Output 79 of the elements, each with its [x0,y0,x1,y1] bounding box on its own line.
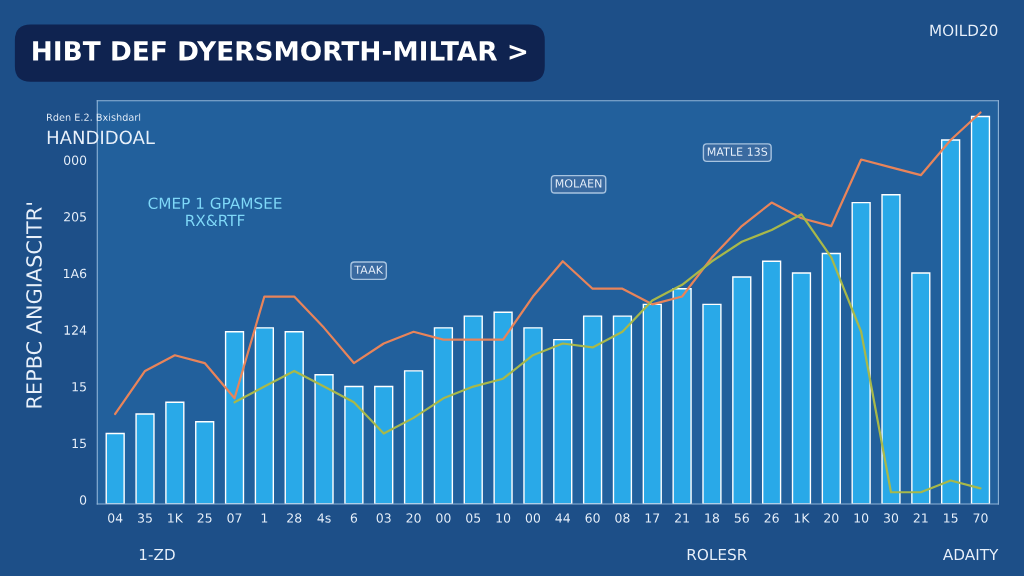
bar [732,276,752,504]
bar [254,327,275,504]
y-axis-title: REPBC ANGIASCITR' [26,203,42,408]
x-tick-label: 20 [406,513,421,523]
bar [941,139,961,504]
x-tick-label: 10 [496,513,511,523]
annotation: CMEP 1 GPAMSEE RX&RTF [148,197,282,227]
text: HANDIDOAL [47,130,155,145]
text: MOILD20 [930,24,998,37]
x-tick-label: 44 [555,513,571,523]
x-tick-label: 20 [824,513,839,523]
text: 15 [72,438,86,449]
x-tick-label: 6 [350,513,358,523]
bar [165,401,185,504]
x-tick-label: 1K [794,513,810,523]
x-tick-label: 07 [227,513,242,523]
text: ROLESR [687,548,747,561]
bar [702,303,722,504]
text: 1-ZD [139,548,175,561]
x-tick-label: 35 [138,513,152,523]
x-tick-label: 17 [645,513,660,523]
bar [195,421,215,504]
bar [672,288,692,504]
x-tick-label: 1 [261,513,268,523]
bar [553,338,573,504]
bar [881,194,901,504]
bar [642,303,662,504]
bar [791,272,812,504]
bar [135,413,155,504]
bar [523,327,543,504]
text: 0 [79,495,87,505]
bar [851,201,871,504]
x-tick-label: 00 [436,513,451,523]
bar [970,115,991,504]
x-tick-label: 04 [108,513,123,523]
x-tick-label: 60 [585,513,600,523]
bar [403,370,424,504]
x-tick-label: 26 [764,513,779,523]
x-tick-label: 08 [615,513,630,523]
bar [821,252,841,504]
bar [582,315,603,504]
x-tick-label: 05 [466,513,481,523]
bar [224,331,245,504]
bar [911,272,931,504]
text: 124 [64,325,87,335]
x-tick-label: 56 [734,513,749,523]
bar [105,432,125,504]
x-tick-label: 03 [376,513,391,523]
x-tick-label: 30 [883,513,899,523]
bar [374,385,394,504]
x-tick-label: 18 [705,513,720,523]
x-tick-label: 1K [168,513,184,523]
chart-title: HIBT DEF DYERSMORTH-MILTAR > [33,40,527,61]
text: 15 [72,382,86,392]
annotation: Rden E.2. Bxishdarl [47,113,141,121]
bar [344,385,364,504]
text: ADAITY [942,548,999,561]
bar [761,260,782,504]
text: 1A6 [63,268,87,279]
bar [314,374,334,504]
x-tick-label: 00 [525,513,541,523]
bar [612,315,633,504]
bar [493,311,513,504]
x-tick-label: 21 [675,513,689,523]
annotation: MOLAEN [555,179,602,188]
x-tick-label: 10 [854,513,869,523]
text: 205 [64,212,86,222]
x-tick-label: 70 [973,513,988,523]
x-tick-label: 15 [944,513,958,523]
x-tick-label: 4s [317,513,331,523]
bar [463,315,483,504]
annotation: TAAK [354,265,384,274]
bar [433,327,454,504]
text: 000 [64,155,87,165]
x-tick-label: 21 [913,513,928,523]
x-tick-label: 28 [287,513,302,523]
x-tick-label: 25 [197,513,212,523]
annotation: MATLE 13S [707,147,768,156]
bar [284,331,304,504]
